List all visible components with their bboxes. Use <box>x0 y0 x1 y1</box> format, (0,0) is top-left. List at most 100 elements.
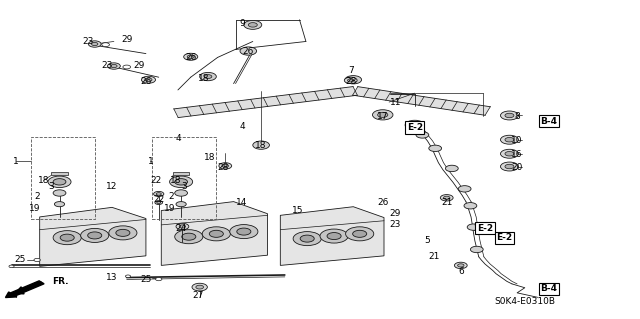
Circle shape <box>240 47 257 55</box>
Text: E-2: E-2 <box>496 233 513 242</box>
Text: 19: 19 <box>164 204 175 213</box>
Text: 4: 4 <box>175 134 180 143</box>
Circle shape <box>92 42 98 46</box>
Text: 18: 18 <box>198 74 209 83</box>
Text: 28: 28 <box>217 163 228 172</box>
Text: 12: 12 <box>106 182 118 191</box>
Circle shape <box>116 229 130 236</box>
Bar <box>152 137 216 219</box>
Bar <box>173 172 189 175</box>
Circle shape <box>500 135 518 144</box>
Circle shape <box>175 230 203 244</box>
FancyArrow shape <box>6 281 44 298</box>
Text: 11: 11 <box>390 98 401 107</box>
Text: B-4: B-4 <box>541 117 557 126</box>
Bar <box>31 137 95 219</box>
Text: 27: 27 <box>193 291 204 300</box>
Circle shape <box>60 234 74 241</box>
Text: 7: 7 <box>348 66 353 75</box>
Circle shape <box>344 77 357 84</box>
Circle shape <box>209 230 223 237</box>
Text: 28: 28 <box>345 77 356 86</box>
Circle shape <box>505 113 514 118</box>
Text: 13: 13 <box>106 273 118 282</box>
Text: 18: 18 <box>204 153 216 162</box>
Circle shape <box>123 65 131 69</box>
Circle shape <box>179 225 186 228</box>
Circle shape <box>454 262 467 269</box>
Text: E-2: E-2 <box>406 123 423 132</box>
Text: 24: 24 <box>175 224 187 233</box>
Polygon shape <box>353 87 490 115</box>
Text: B-4: B-4 <box>541 284 557 293</box>
Text: 23: 23 <box>83 37 94 46</box>
Text: 14: 14 <box>236 198 248 207</box>
Circle shape <box>505 137 514 142</box>
Circle shape <box>156 193 161 195</box>
Text: 18: 18 <box>38 176 49 185</box>
Circle shape <box>429 145 442 152</box>
Circle shape <box>467 224 480 230</box>
Circle shape <box>470 246 483 253</box>
Text: 1: 1 <box>148 157 153 166</box>
Circle shape <box>182 233 196 240</box>
Circle shape <box>230 225 258 239</box>
Text: 26: 26 <box>140 77 152 86</box>
Circle shape <box>348 79 354 82</box>
Circle shape <box>102 43 109 47</box>
Circle shape <box>458 264 464 267</box>
Circle shape <box>176 223 189 230</box>
Text: 2: 2 <box>169 192 174 201</box>
Circle shape <box>345 76 362 84</box>
Text: 8: 8 <box>515 112 520 121</box>
Circle shape <box>81 228 109 242</box>
Text: 22: 22 <box>153 195 164 204</box>
Polygon shape <box>174 86 357 118</box>
Circle shape <box>192 283 207 291</box>
Circle shape <box>155 201 163 204</box>
Text: 26: 26 <box>185 53 196 62</box>
Circle shape <box>320 229 348 243</box>
Circle shape <box>500 162 518 171</box>
Circle shape <box>88 41 101 47</box>
Circle shape <box>293 232 321 246</box>
Circle shape <box>200 72 216 81</box>
Text: 15: 15 <box>292 206 303 215</box>
Circle shape <box>500 111 518 120</box>
Text: 2: 2 <box>35 192 40 201</box>
Text: 5: 5 <box>425 236 430 245</box>
Text: 9: 9 <box>239 19 244 28</box>
Circle shape <box>53 231 81 245</box>
Text: 21: 21 <box>428 252 440 261</box>
Circle shape <box>111 64 117 68</box>
Circle shape <box>204 75 212 78</box>
Circle shape <box>440 195 453 201</box>
Text: 16: 16 <box>511 150 523 159</box>
Circle shape <box>175 190 188 196</box>
Circle shape <box>145 78 152 82</box>
Circle shape <box>9 265 14 268</box>
Circle shape <box>444 196 450 199</box>
Circle shape <box>505 164 514 169</box>
Circle shape <box>154 191 164 197</box>
Circle shape <box>196 285 204 289</box>
Circle shape <box>346 227 374 241</box>
Circle shape <box>202 227 230 241</box>
Circle shape <box>157 202 161 204</box>
Circle shape <box>141 76 156 83</box>
Circle shape <box>458 186 471 192</box>
Circle shape <box>219 163 232 169</box>
Text: 29: 29 <box>390 209 401 218</box>
Circle shape <box>156 278 162 281</box>
Circle shape <box>464 203 477 209</box>
Circle shape <box>327 233 341 240</box>
Text: FR.: FR. <box>52 277 69 286</box>
Circle shape <box>175 179 188 185</box>
Circle shape <box>353 230 367 237</box>
Circle shape <box>416 132 429 138</box>
Text: 10: 10 <box>511 136 523 145</box>
Text: S0K4-E0310B: S0K4-E0310B <box>494 297 556 306</box>
Text: 25: 25 <box>140 275 152 284</box>
Circle shape <box>187 55 195 59</box>
Text: 21: 21 <box>441 198 452 207</box>
